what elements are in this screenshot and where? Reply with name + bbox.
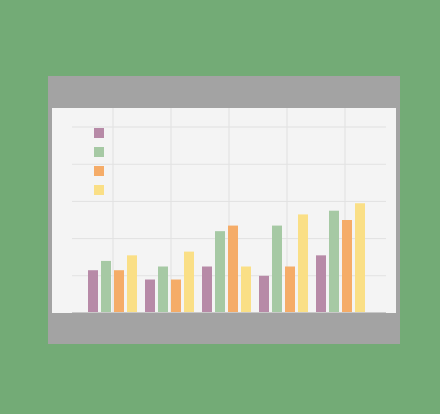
bar — [329, 210, 339, 313]
bar — [114, 270, 124, 313]
bar — [272, 225, 282, 313]
bar — [316, 255, 326, 313]
bar — [184, 251, 194, 313]
bar — [127, 255, 137, 313]
bar — [145, 279, 155, 313]
chart-frame — [48, 76, 400, 344]
bars — [88, 203, 365, 313]
bar — [228, 225, 238, 313]
bar — [202, 266, 212, 313]
legend-swatch — [94, 185, 104, 195]
bar — [259, 275, 269, 313]
bar — [241, 266, 251, 313]
bar-chart — [72, 108, 386, 313]
bar — [88, 270, 98, 313]
legend-swatch — [94, 147, 104, 157]
bar — [342, 220, 352, 313]
legend-swatch — [94, 166, 104, 176]
bar — [355, 203, 365, 313]
bar — [285, 266, 295, 313]
legend — [94, 128, 104, 195]
bar — [215, 231, 225, 313]
bar — [101, 260, 111, 313]
legend-swatch — [94, 128, 104, 138]
bar — [298, 214, 308, 313]
bar — [158, 266, 168, 313]
bar — [171, 279, 181, 313]
chart-area — [52, 108, 396, 313]
